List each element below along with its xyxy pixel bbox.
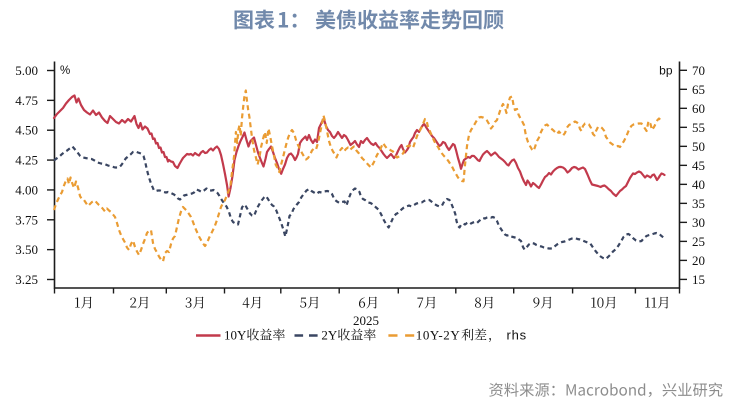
svg-text:4.75: 4.75 <box>15 93 38 108</box>
svg-text:15: 15 <box>692 272 705 287</box>
svg-text:25: 25 <box>692 234 705 249</box>
svg-text:30: 30 <box>692 215 705 230</box>
svg-text:4.50: 4.50 <box>15 123 38 138</box>
svg-text:50: 50 <box>692 139 705 154</box>
svg-text:10Y-2Y: 10Y-2Y <box>416 328 461 343</box>
svg-text:2025: 2025 <box>353 313 379 328</box>
svg-text:40: 40 <box>692 177 705 192</box>
svg-text:3.50: 3.50 <box>15 242 38 257</box>
svg-text:3.75: 3.75 <box>15 212 38 227</box>
svg-text:2Y: 2Y <box>321 328 338 343</box>
svg-text:bp: bp <box>659 64 673 78</box>
svg-text:%: % <box>60 65 70 77</box>
svg-text:20: 20 <box>692 253 705 268</box>
svg-text:3.25: 3.25 <box>15 272 38 287</box>
svg-text:35: 35 <box>692 196 705 211</box>
svg-text:rhs: rhs <box>507 328 527 343</box>
svg-text:60: 60 <box>692 101 705 116</box>
svg-text:4.25: 4.25 <box>15 153 38 168</box>
svg-text:5.00: 5.00 <box>15 63 38 78</box>
svg-text:70: 70 <box>692 63 705 78</box>
svg-text:45: 45 <box>692 158 705 173</box>
svg-text:65: 65 <box>692 82 705 97</box>
svg-text:10Y: 10Y <box>224 328 247 343</box>
svg-text:4.00: 4.00 <box>15 182 38 197</box>
svg-text:55: 55 <box>692 120 705 135</box>
